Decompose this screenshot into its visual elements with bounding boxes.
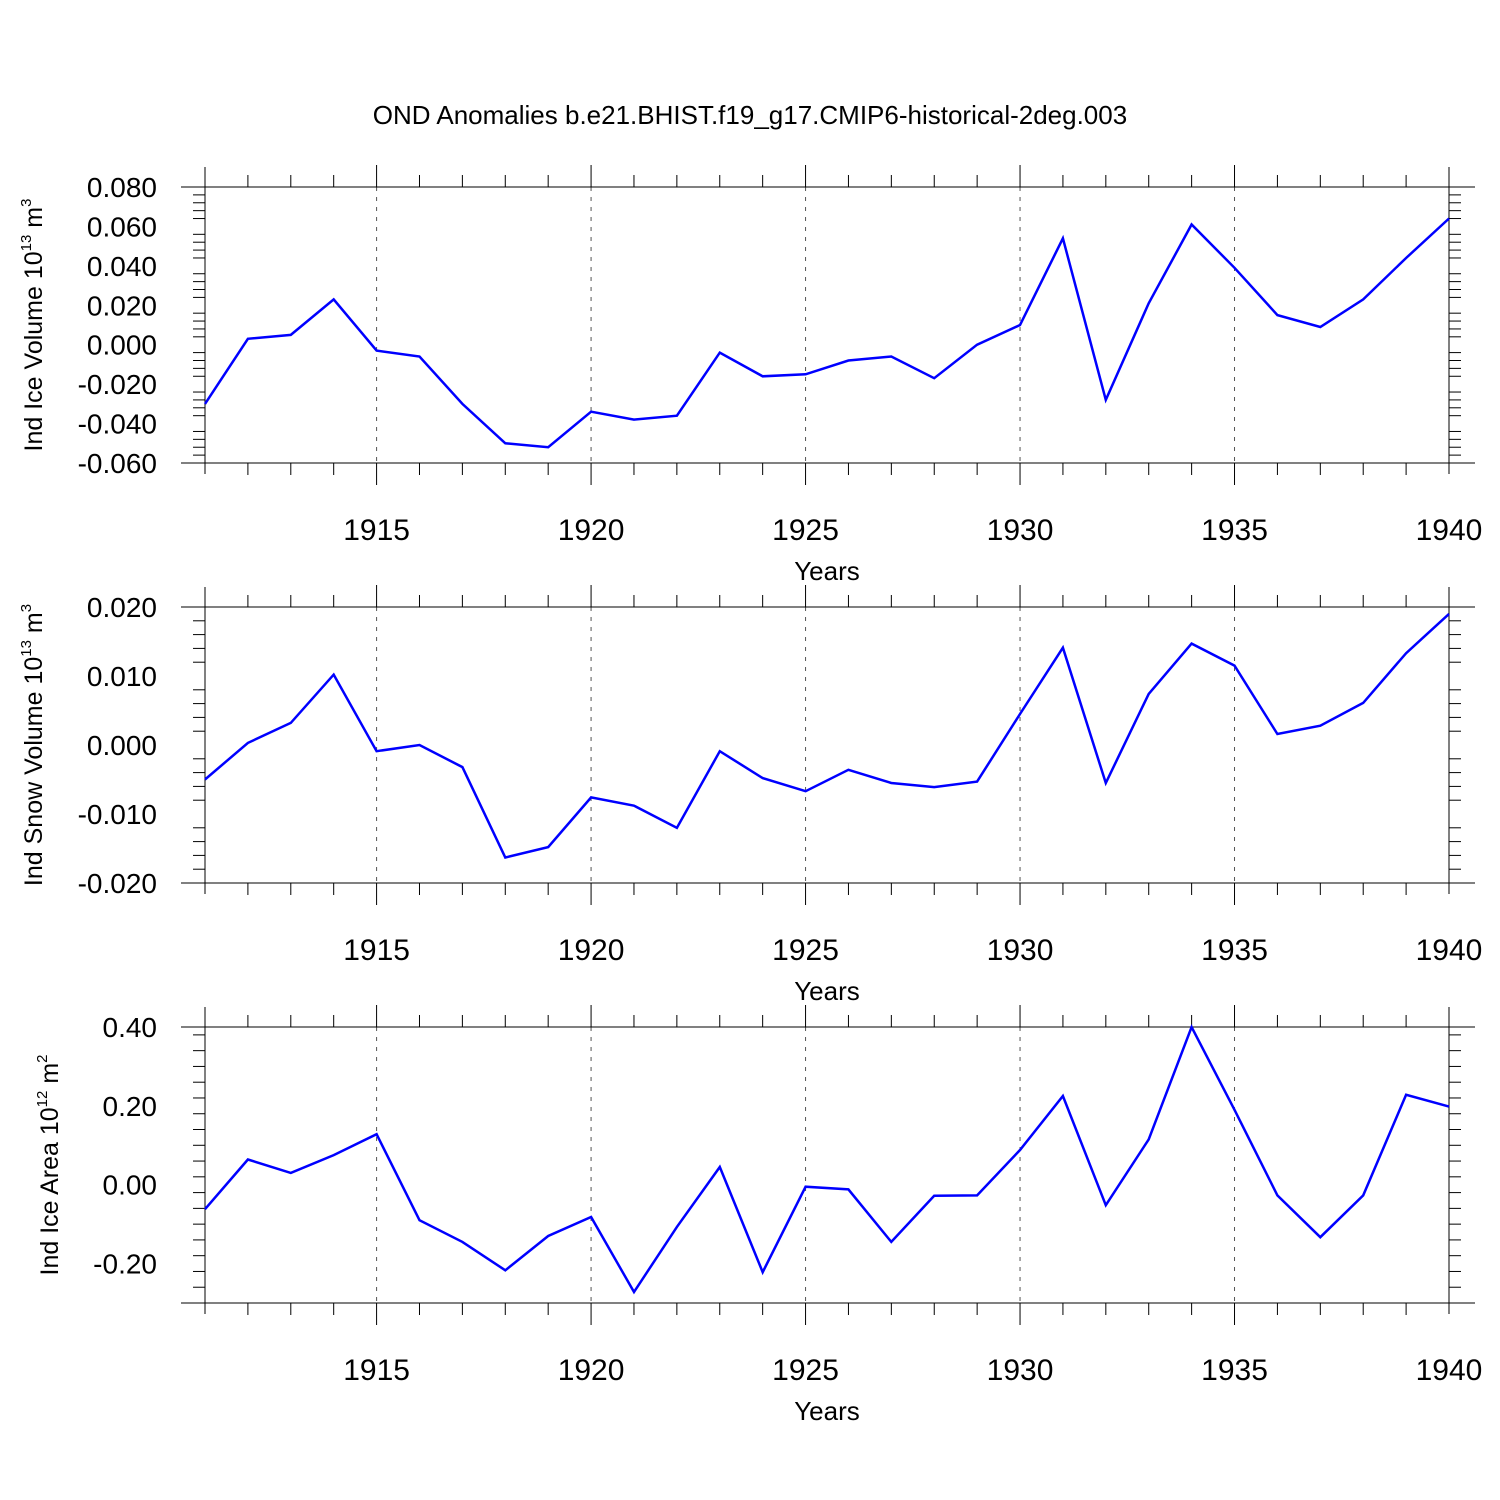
y-axis-label-unit: m [20,612,48,640]
y-tick-label: 0.20 [103,1091,158,1122]
y-tick-label: -0.040 [78,409,157,440]
series-line [204,1023,1450,1295]
panel-1: -0.060 -0.040 -0.020 0.000 0.020 0.040 0.060 0.… [18,165,1482,586]
y-tick-label: -0.020 [78,369,157,400]
x-tick-label: 1915 [343,1354,410,1387]
x-tick-label: 1925 [772,1354,839,1387]
panel-3: -0.20 0.00 0.20 0.40 1915 1920 1925 1930 1935 194… [34,1005,1482,1426]
y-axis-label-unit: m [36,1063,64,1091]
panel-2: -0.020 -0.010 0.000 0.010 0.020 1915 1920 1925 1… [18,585,1482,1006]
y-tick-label: -0.20 [93,1249,157,1280]
y-axis-label-exponent: 12 [34,1091,51,1108]
series-line [203,217,1450,449]
x-tick-label: 1940 [1416,1354,1483,1387]
y-tick-label: 0.020 [87,592,157,623]
y-tick-label: 0.020 [87,290,157,321]
y-axis-label: Ind Ice Area 1012 m2 [34,1055,64,1276]
y-axis-label: Ind Ice Volume 1013 m3 [18,199,48,452]
y-tick-label: -0.060 [78,448,157,479]
y-axis-label-main: Ind Snow Volume 10 [20,657,48,886]
y-axis-label: Ind Snow Volume 1013 m3 [18,604,48,886]
y-axis-label-main: Ind Ice Volume 10 [20,251,48,451]
y-axis-label-exponent: 13 [18,640,35,657]
x-tick-label: 1940 [1416,934,1483,967]
y-tick-label: 0.060 [87,211,157,242]
y-tick-label: 0.40 [103,1012,158,1043]
y-axis-label-unit-exponent: 2 [34,1055,51,1063]
x-tick-label: 1925 [772,514,839,547]
y-axis-label-unit-exponent: 3 [18,604,35,612]
series-line [204,612,1450,859]
x-tick-label: 1930 [987,934,1054,967]
x-tick-label: 1935 [1201,1354,1268,1387]
x-tick-label: 1935 [1201,514,1268,547]
x-tick-label: 1940 [1416,514,1483,547]
y-tick-label: 0.00 [103,1170,158,1201]
y-axis-label-unit: m [20,207,48,235]
y-tick-label: 0.010 [87,661,157,692]
y-tick-label: -0.020 [78,868,157,899]
y-axis-label-exponent: 13 [18,235,35,252]
x-tick-label: 1930 [987,1354,1054,1387]
y-tick-label: 0.000 [87,330,157,361]
x-tick-label: 1920 [558,934,625,967]
x-tick-label: 1915 [343,934,410,967]
y-tick-label: -0.010 [78,799,157,830]
x-tick-label: 1920 [558,1354,625,1387]
y-axis-label-main: Ind Ice Area 10 [36,1107,64,1275]
x-tick-label: 1925 [772,934,839,967]
x-axis-label: Years [794,1396,860,1426]
y-tick-label: 0.000 [87,730,157,761]
y-tick-label: 0.080 [87,172,157,203]
x-tick-label: 1920 [558,514,625,547]
x-tick-label: 1935 [1201,934,1268,967]
x-axis-label: Years [794,556,860,586]
x-axis-label: Years [794,976,860,1006]
x-tick-label: 1930 [987,514,1054,547]
y-axis-label-unit-exponent: 3 [18,199,35,207]
y-tick-label: 0.040 [87,251,157,282]
chart-title: OND Anomalies b.e21.BHIST.f19_g17.CMIP6-… [373,100,1127,130]
x-tick-label: 1915 [343,514,410,547]
